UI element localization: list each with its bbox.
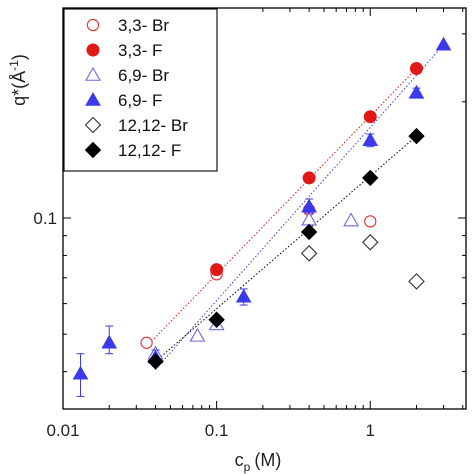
- legend-label: 6,9- F: [118, 91, 162, 110]
- point-3-3-br: [364, 215, 377, 228]
- point-6-9-f: [435, 36, 452, 51]
- point-6-9-f: [301, 198, 317, 213]
- point-6-9-f: [101, 334, 118, 349]
- y-axis-title: q*(Å-1): [7, 54, 29, 106]
- point-12-12-f: [208, 311, 225, 328]
- x-tick-label: 0.1: [205, 421, 229, 440]
- y-tick-label: 0.1: [33, 209, 57, 228]
- legend-item-6-9-f: 6,9- F: [85, 91, 162, 110]
- legend-item-6-9-br: 6,9- Br: [85, 66, 169, 85]
- legend-label: 3,3- Br: [118, 16, 169, 35]
- point-12-12-f: [408, 127, 425, 145]
- legend-item-3-3-f: 3,3- F: [86, 41, 162, 60]
- legend-label: 12,12- Br: [118, 116, 188, 135]
- point-3-3-br: [140, 336, 153, 349]
- point-12-12-f: [147, 353, 164, 370]
- point-3-3-f: [302, 171, 316, 185]
- legend-label: 3,3- F: [118, 41, 162, 60]
- point-12-12-br: [300, 245, 318, 262]
- point-6-9-f: [408, 84, 425, 99]
- point-6-9-f: [235, 288, 252, 303]
- point-6-9-br: [189, 327, 206, 342]
- legend-item-3-3-br: 3,3- Br: [86, 16, 169, 35]
- point-6-9-f: [72, 365, 89, 380]
- point-3-3-f: [409, 61, 423, 75]
- legend-item-12-12-f: 12,12- F: [84, 141, 181, 160]
- point-3-3-f: [210, 263, 224, 277]
- fit-line-6-9-f: [155, 44, 444, 370]
- point-3-3-f: [363, 110, 377, 124]
- x-axis-title: cp (M): [235, 450, 282, 474]
- legend-marker-3-3-f: [86, 43, 100, 57]
- point-12-12-f: [300, 223, 318, 241]
- plot-frame: [62, 7, 467, 410]
- point-6-9-f: [362, 132, 379, 147]
- point-12-12-f: [362, 169, 379, 187]
- legend: 3,3- Br 3,3- F 6,9- Br 6,9- F 12,12- Br 12,12…: [63, 8, 218, 172]
- legend-marker-12-12-br: [84, 116, 102, 134]
- legend-marker-6-9-br: [85, 66, 101, 81]
- point-6-9-br: [301, 211, 318, 226]
- legend-marker-12-12-f: [84, 141, 102, 159]
- legend-label: 12,12- F: [118, 141, 181, 160]
- legend-box: [63, 8, 218, 172]
- point-12-12-br: [361, 234, 379, 251]
- point-12-12-br: [408, 273, 425, 290]
- legend-label: 6,9- Br: [118, 66, 169, 85]
- x-tick-label: 1: [366, 421, 375, 440]
- x-tick-label: 0.01: [46, 421, 79, 440]
- data-points: [72, 36, 452, 397]
- legend-item-12-12-br: 12,12- Br: [84, 116, 188, 135]
- legend-marker-6-9-f: [85, 91, 101, 106]
- legend-marker-3-3-br: [86, 18, 100, 32]
- point-6-9-br: [343, 212, 360, 227]
